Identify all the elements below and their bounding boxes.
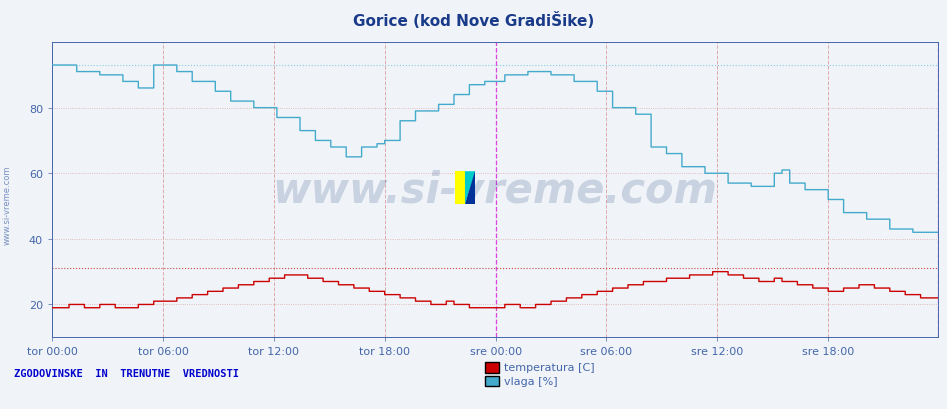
Polygon shape (465, 172, 475, 204)
Text: Gorice (kod Nove GradiŠike): Gorice (kod Nove GradiŠike) (353, 12, 594, 29)
Text: vlaga [%]: vlaga [%] (504, 376, 558, 386)
Text: www.si-vreme.com: www.si-vreme.com (3, 165, 12, 244)
Text: ZGODOVINSKE  IN  TRENUTNE  VREDNOSTI: ZGODOVINSKE IN TRENUTNE VREDNOSTI (14, 368, 240, 378)
Polygon shape (465, 172, 475, 204)
Text: temperatura [C]: temperatura [C] (504, 362, 595, 372)
Bar (455, 172, 465, 204)
Text: www.si-vreme.com: www.si-vreme.com (273, 169, 717, 211)
